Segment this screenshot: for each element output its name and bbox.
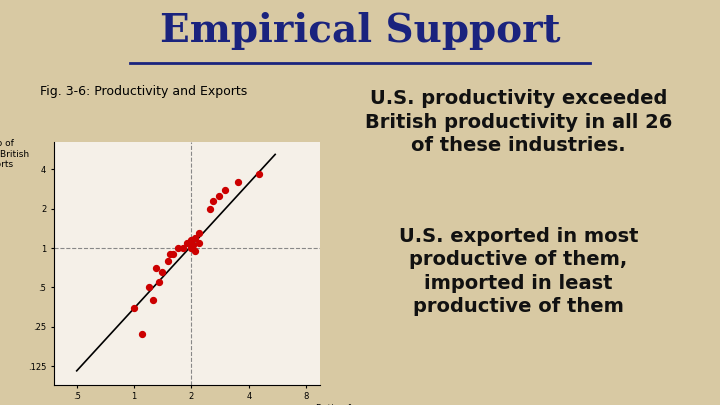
Text: Empirical Support: Empirical Support [160,12,560,50]
Point [128,305,140,311]
Point [136,331,148,337]
Point [153,279,165,285]
Text: U.S. exported in most
productive of them,
imported in least
productive of them: U.S. exported in most productive of them… [399,227,638,316]
Point [147,297,158,303]
Point [150,265,161,271]
Point [172,245,184,251]
Point [190,234,202,241]
Point [143,284,155,291]
Point [207,198,219,204]
Point [165,251,176,257]
Point [186,237,197,243]
Point [253,171,264,177]
Point [188,242,199,249]
Point [220,186,231,193]
Text: U.S. productivity exceeded
British productivity in all 26
of these industries.: U.S. productivity exceeded British produ… [365,89,672,155]
Point [156,269,168,276]
Point [181,239,193,246]
Point [177,245,189,251]
X-axis label: Ratio of
U.S./British
productivity: Ratio of U.S./British productivity [306,404,360,405]
Point [232,179,243,185]
Point [194,230,205,237]
Point [190,248,202,254]
Point [214,193,225,199]
Point [162,258,174,264]
Point [186,245,197,251]
Point [194,239,205,246]
Text: Fig. 3-6: Productivity and Exports: Fig. 3-6: Productivity and Exports [40,85,247,98]
Text: Ratio of
U.S./British
exports: Ratio of U.S./British exports [0,139,30,169]
Point [167,251,179,257]
Point [204,205,216,212]
